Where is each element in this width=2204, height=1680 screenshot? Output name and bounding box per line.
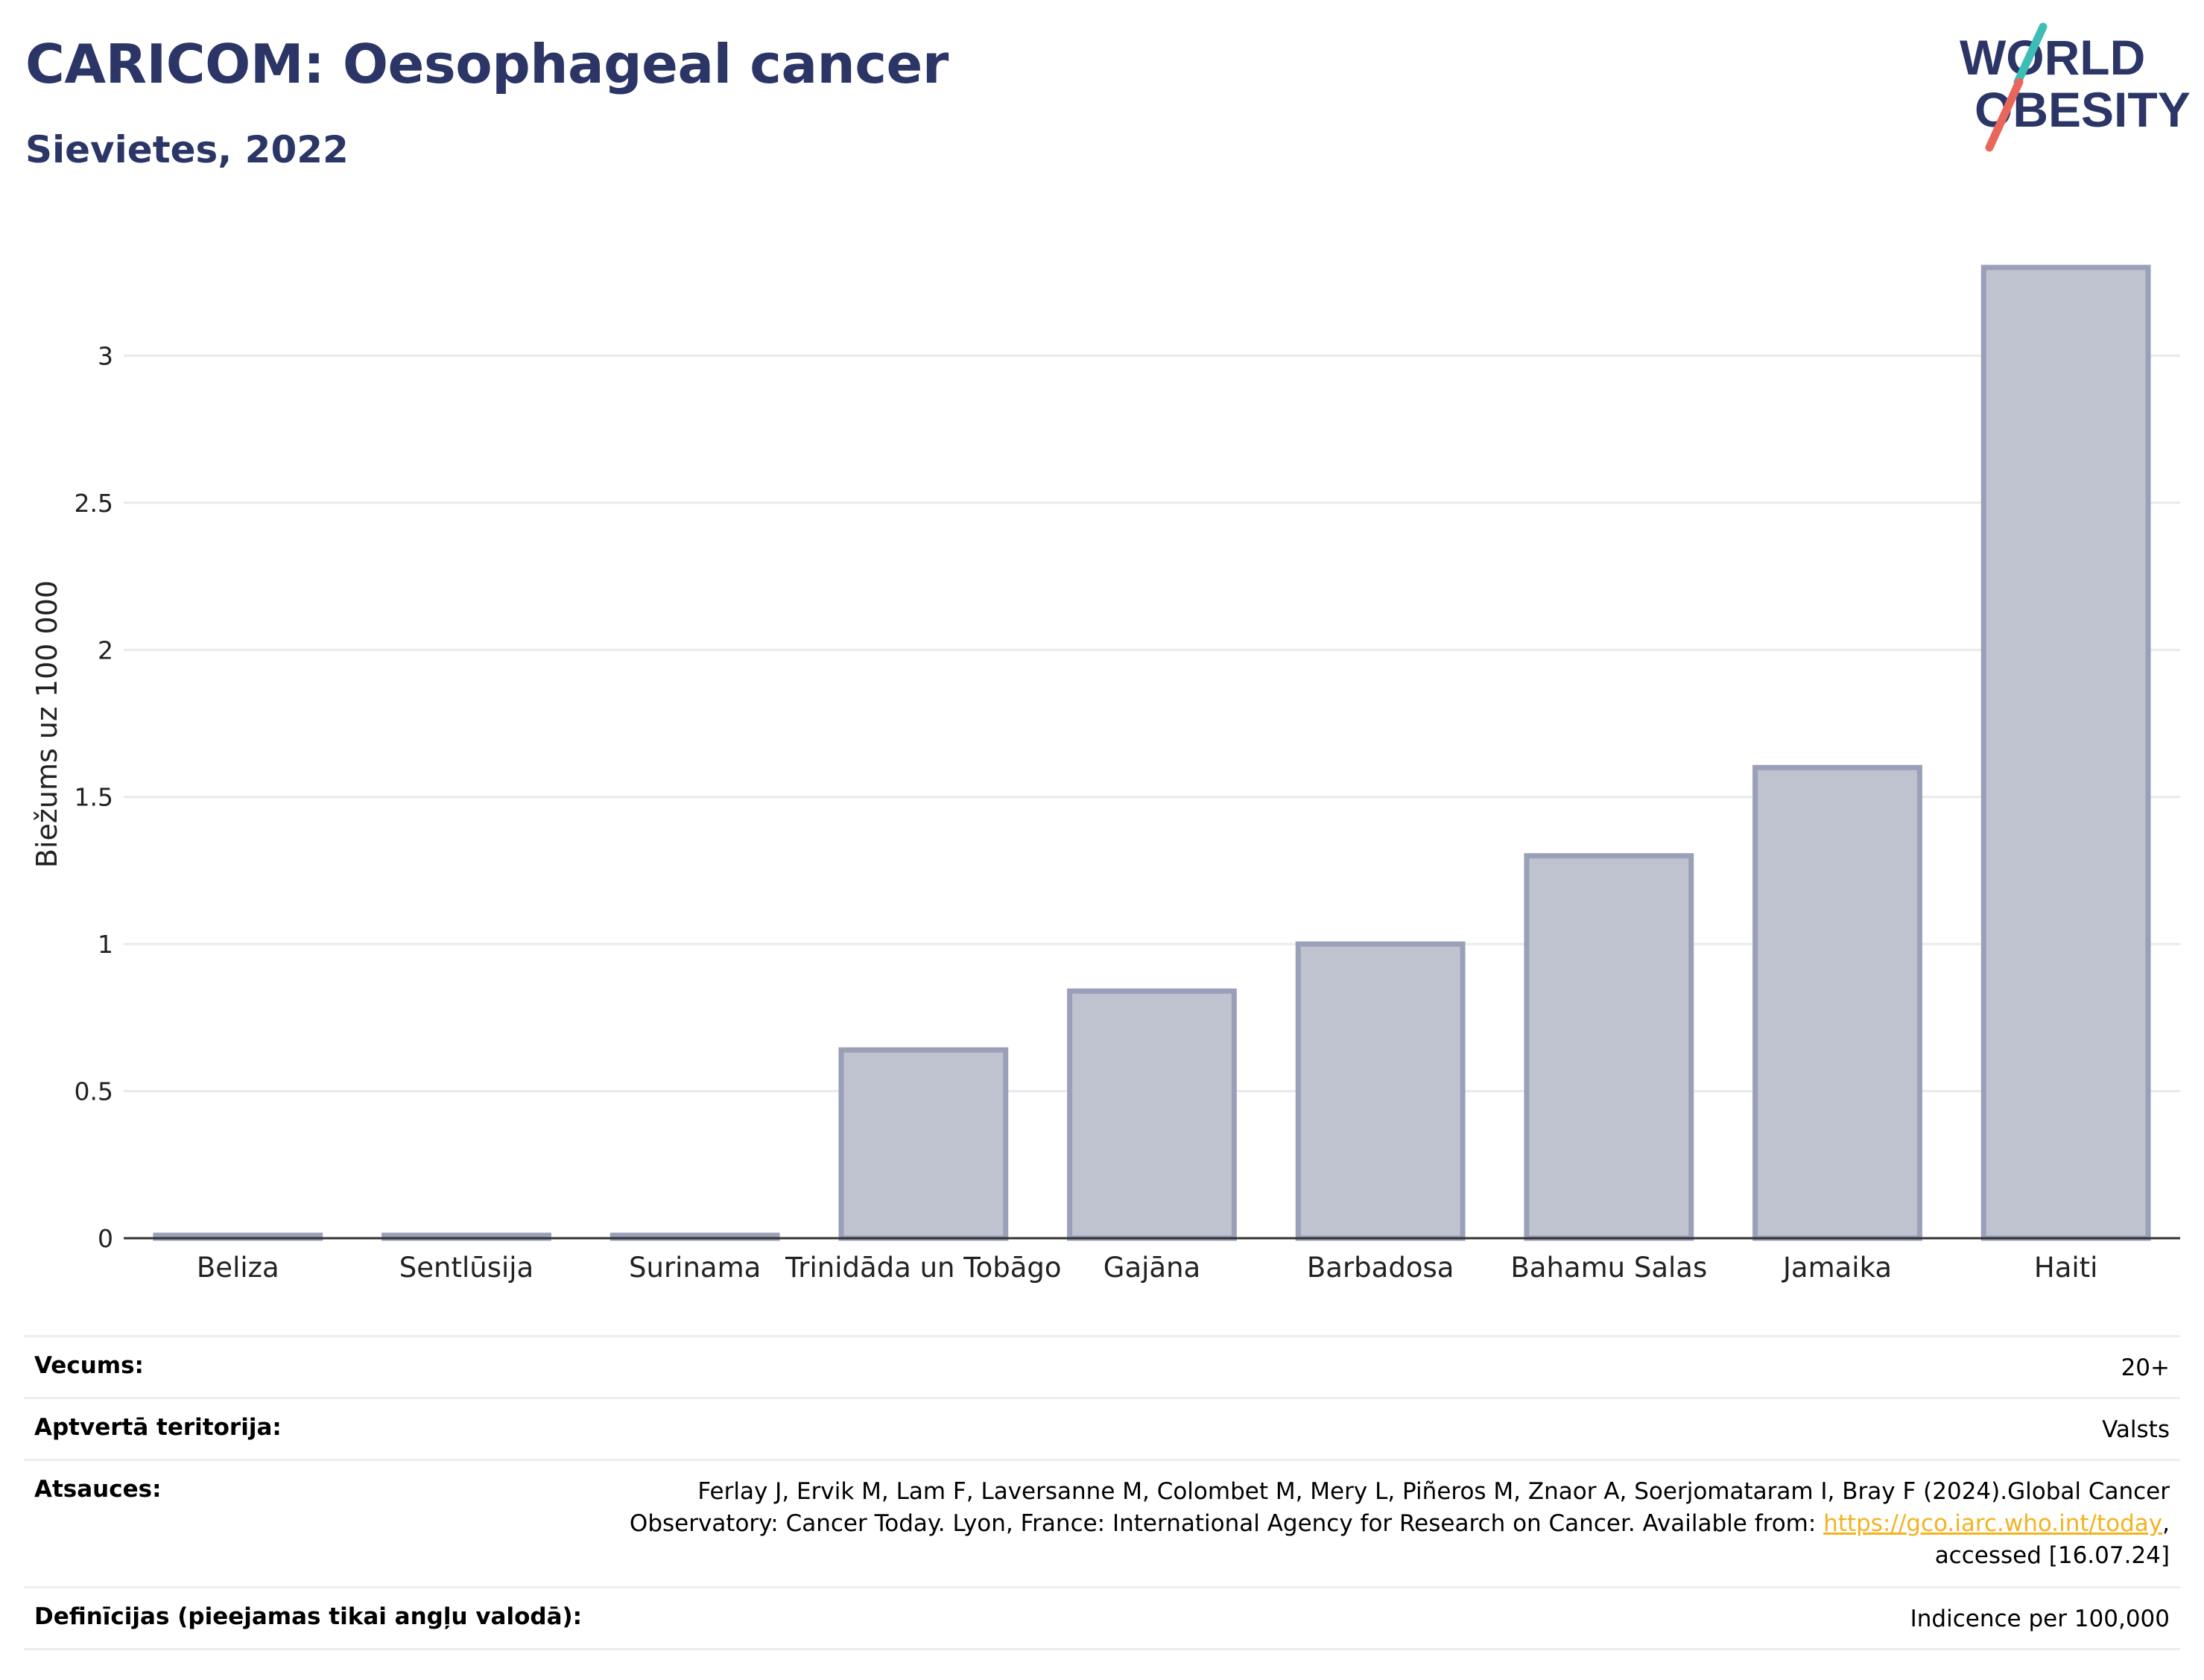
references-line2-end: , xyxy=(2162,1510,2170,1537)
references-line2-text: Observatory: Cancer Today. Lyon, France:… xyxy=(629,1510,1824,1537)
bars-layer xyxy=(153,264,2151,1241)
info-row-definitions: Definīcijas (pieejamas tikai angļu valod… xyxy=(24,1586,2180,1650)
x-tick-label: Sentlūsija xyxy=(399,1252,533,1284)
bar[interactable] xyxy=(838,1047,1009,1241)
x-tick-label: Barbadosa xyxy=(1307,1252,1454,1284)
info-row-references: Atsauces: Ferlay J, Ervik M, Lam F, Lave… xyxy=(24,1459,2180,1586)
logo-line1: WORLD xyxy=(1960,30,2145,85)
x-tick-label: Trinidāda un Tobāgo xyxy=(785,1252,1061,1284)
references-line1: Ferlay J, Ervik M, Lam F, Laversanne M, … xyxy=(697,1478,2170,1505)
chart-title: CARICOM: Oesophageal cancer xyxy=(25,33,949,95)
definitions-value: Indicence per 100,000 xyxy=(1910,1605,2170,1632)
bar[interactable] xyxy=(1980,264,2151,1241)
y-axis-label: Biežums uz 100 000 xyxy=(31,580,63,868)
y-tick-label: 3 xyxy=(98,341,113,370)
bar[interactable] xyxy=(1752,764,1922,1241)
axis-layer: 0 0.5 1 1.5 2 2.5 3 Beliza Sentlūsija Surinama Tri… xyxy=(75,341,2180,1284)
references-label: Atsauces: xyxy=(34,1476,162,1503)
y-tick-label: 1 xyxy=(98,930,113,959)
references-value: Ferlay J, Ervik M, Lam F, Laversanne M, … xyxy=(630,1476,2170,1572)
y-tick-label: 0 xyxy=(98,1224,113,1253)
x-tick-label: Jamaika xyxy=(1782,1252,1892,1284)
info-row-age: Vecums: 20+ xyxy=(24,1335,2180,1397)
age-label: Vecums: xyxy=(34,1352,144,1379)
bar[interactable] xyxy=(1067,988,1237,1241)
bar-chart: 0 0.5 1 1.5 2 2.5 3 Beliza Sentlūsija Surinama Tri… xyxy=(31,264,2180,1284)
info-row-coverage: Aptvertā teritorija: Valsts xyxy=(24,1397,2180,1459)
x-tick-label: Gajāna xyxy=(1103,1252,1200,1284)
coverage-value: Valsts xyxy=(2102,1416,2170,1443)
references-line3: accessed [16.07.24] xyxy=(1934,1542,2170,1569)
references-link[interactable]: https://gco.iarc.who.int/today xyxy=(1823,1510,2163,1537)
x-tick-label: Haiti xyxy=(2034,1252,2098,1284)
x-tick-label: Bahamu Salas xyxy=(1510,1252,1707,1284)
info-table: Vecums: 20+ Aptvertā teritorija: Valsts … xyxy=(24,1335,2180,1650)
y-tick-label: 1.5 xyxy=(75,783,113,812)
x-tick-label: Beliza xyxy=(197,1252,279,1284)
y-tick-label: 2 xyxy=(98,635,113,665)
definitions-label: Definīcijas (pieejamas tikai angļu valod… xyxy=(34,1603,583,1630)
y-tick-label: 0.5 xyxy=(75,1077,113,1106)
logo-slash-red xyxy=(1985,77,2024,152)
x-tick-label: Surinama xyxy=(629,1252,761,1284)
coverage-label: Aptvertā teritorija: xyxy=(34,1414,282,1441)
bar[interactable] xyxy=(1524,853,1694,1241)
bar[interactable] xyxy=(1295,941,1466,1241)
chart-subtitle: Sievietes, 2022 xyxy=(25,128,349,171)
logo-slash-teal xyxy=(2013,22,2048,86)
age-value: 20+ xyxy=(2121,1354,2170,1381)
y-tick-label: 2.5 xyxy=(75,489,113,518)
world-obesity-logo: WORLD OBESITY xyxy=(1960,22,2191,152)
references-line2: Observatory: Cancer Today. Lyon, France:… xyxy=(630,1508,2170,1540)
